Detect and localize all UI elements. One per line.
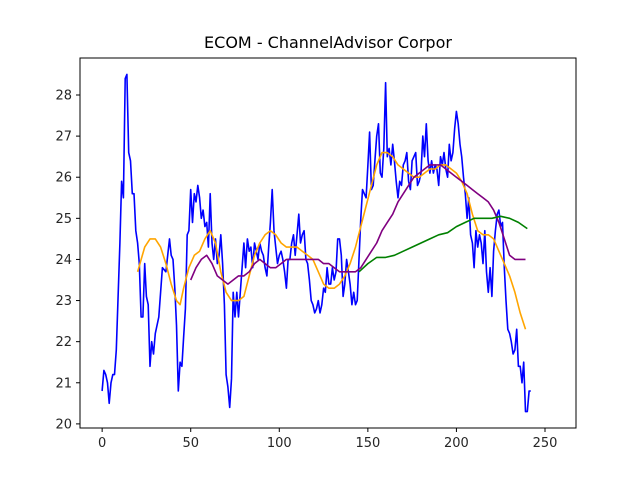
y-axis: 20 21 22 23 24 25 26 27 28	[55, 89, 80, 432]
series-layer	[101, 73, 531, 413]
y-tick-label: 24	[55, 253, 72, 268]
x-tick-label: 150	[355, 436, 380, 451]
y-tick-label: 28	[55, 89, 72, 104]
x-tick-label: 0	[98, 436, 106, 451]
x-tick-label: 250	[533, 436, 558, 451]
chart-title: ECOM - ChannelAdvisor Corpor	[204, 33, 452, 52]
series-line-4	[358, 215, 528, 273]
x-axis: 0 50 100 150 200 250	[98, 428, 557, 451]
x-tick-label: 200	[444, 436, 469, 451]
y-tick-label: 23	[55, 294, 72, 309]
x-tick-label: 100	[267, 436, 292, 451]
x-tick-label: 50	[182, 436, 199, 451]
y-tick-label: 22	[55, 335, 72, 350]
y-tick-label: 26	[55, 171, 72, 186]
y-tick-label: 21	[55, 376, 72, 391]
y-tick-label: 20	[55, 417, 72, 432]
series-line-1	[101, 73, 531, 413]
y-tick-label: 27	[55, 130, 72, 145]
y-tick-label: 25	[55, 212, 72, 227]
plot-frame	[79, 57, 577, 429]
series-line-3	[189, 164, 526, 285]
